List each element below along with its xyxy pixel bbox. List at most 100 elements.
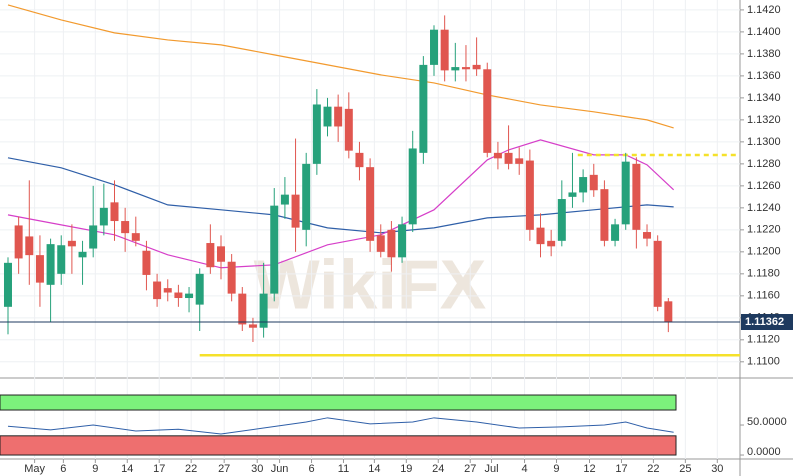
x-tick-label: 30 — [711, 463, 723, 475]
candle-body — [408, 148, 417, 225]
y-tick-label: 1.1180 — [747, 268, 780, 280]
x-tick-label: 22 — [185, 463, 197, 475]
candle-body — [46, 244, 55, 285]
candle-body — [515, 158, 524, 164]
upper-band — [0, 394, 677, 411]
candle-body — [110, 202, 119, 222]
x-tick-label: 27 — [218, 463, 230, 475]
candle-body — [451, 67, 460, 71]
lower-band — [0, 435, 677, 456]
x-tick-label: 22 — [647, 463, 659, 475]
candle-body — [461, 67, 470, 70]
x-tick-label: 25 — [679, 463, 691, 475]
candle-body — [67, 240, 76, 247]
candle-body — [483, 69, 492, 153]
x-tick-label: Jul — [484, 463, 498, 475]
y-tick-label: 1.1200 — [747, 246, 781, 258]
candle-body — [643, 232, 652, 239]
candle-body — [163, 288, 172, 293]
x-tick-label: 24 — [432, 463, 444, 475]
x-tick-label: 17 — [153, 463, 165, 475]
x-tick-label: 17 — [615, 463, 627, 475]
candle-body — [291, 194, 300, 228]
candle-body — [25, 236, 34, 256]
candle-body — [632, 163, 641, 230]
candle-body — [195, 273, 204, 305]
y-tick-label: 1.1380 — [747, 48, 781, 60]
y-tick-label: 1.1340 — [747, 92, 781, 104]
candle-body — [302, 163, 311, 230]
candle-body — [440, 29, 449, 71]
x-tick-label: Jun — [271, 463, 289, 475]
candle-body — [323, 106, 332, 127]
candle-body — [504, 152, 513, 164]
candle-body — [174, 292, 183, 299]
x-tick-label: 14 — [368, 463, 380, 475]
candle-body — [99, 207, 108, 226]
y-tick-label: 1.1120 — [747, 334, 780, 346]
candle-body — [366, 167, 375, 241]
indicator-line — [7, 417, 674, 435]
x-tick-label: 30 — [251, 463, 263, 475]
indicator-tick-label: 0.0000 — [747, 446, 781, 458]
candle-body — [153, 281, 162, 300]
candle-body — [536, 227, 545, 245]
moving-average — [7, 157, 674, 234]
x-tick-label: 9 — [92, 463, 98, 475]
y-tick-label: 1.1260 — [747, 180, 781, 192]
candle-body — [419, 64, 428, 153]
candle-body — [589, 174, 598, 191]
x-tick-label: 4 — [521, 463, 527, 475]
candle-body — [216, 246, 225, 262]
candle-body — [611, 224, 620, 241]
x-tick-label: 19 — [400, 463, 412, 475]
x-tick-label: 14 — [121, 463, 133, 475]
candle-body — [387, 229, 396, 258]
candle-body — [270, 205, 279, 294]
candle-body — [14, 225, 23, 259]
x-tick-label: 12 — [583, 463, 595, 475]
moving-average — [7, 4, 674, 129]
candle-body — [664, 301, 673, 323]
x-tick-label: 9 — [553, 463, 559, 475]
x-tick-label: May — [24, 463, 45, 475]
candle-body — [248, 324, 257, 328]
candle-body — [472, 64, 481, 70]
candle-body — [206, 243, 215, 268]
candle-body — [621, 161, 630, 225]
y-tick-label: 1.1280 — [747, 158, 781, 170]
candle-body — [355, 152, 364, 168]
candle-body — [557, 199, 566, 241]
candle-body — [238, 293, 247, 325]
x-tick-label: 27 — [464, 463, 476, 475]
candle-body — [568, 192, 577, 197]
last-price-label: 1.11362 — [745, 316, 784, 328]
candle-body — [547, 240, 556, 247]
y-tick-label: 1.1100 — [747, 356, 780, 368]
x-tick-label: 6 — [60, 463, 66, 475]
x-tick-label: 6 — [308, 463, 314, 475]
candle-body — [344, 108, 353, 151]
candle-body — [280, 194, 289, 205]
candle-body — [185, 293, 194, 299]
last-price-box — [741, 313, 793, 330]
candle-body — [430, 29, 439, 65]
y-tick-label: 1.1360 — [747, 70, 781, 82]
candle-body — [3, 262, 12, 307]
y-tick-label: 1.1300 — [747, 136, 781, 148]
y-tick-label: 1.1420 — [747, 4, 781, 16]
y-tick-label: 1.1220 — [747, 224, 781, 236]
candle-body — [376, 235, 385, 252]
x-tick-label: 11 — [338, 463, 349, 475]
y-tick-label: 1.1240 — [747, 202, 781, 214]
candle-body — [259, 293, 268, 328]
indicator-tick-label: 50.0000 — [747, 416, 787, 428]
watermark: WikiFX — [254, 245, 487, 323]
candle-body — [579, 177, 588, 193]
candle-body — [131, 233, 140, 241]
y-tick-label: 1.1320 — [747, 114, 781, 126]
candle-body — [493, 152, 502, 159]
candle-body — [334, 106, 343, 127]
y-tick-label: 1.1160 — [747, 290, 780, 302]
